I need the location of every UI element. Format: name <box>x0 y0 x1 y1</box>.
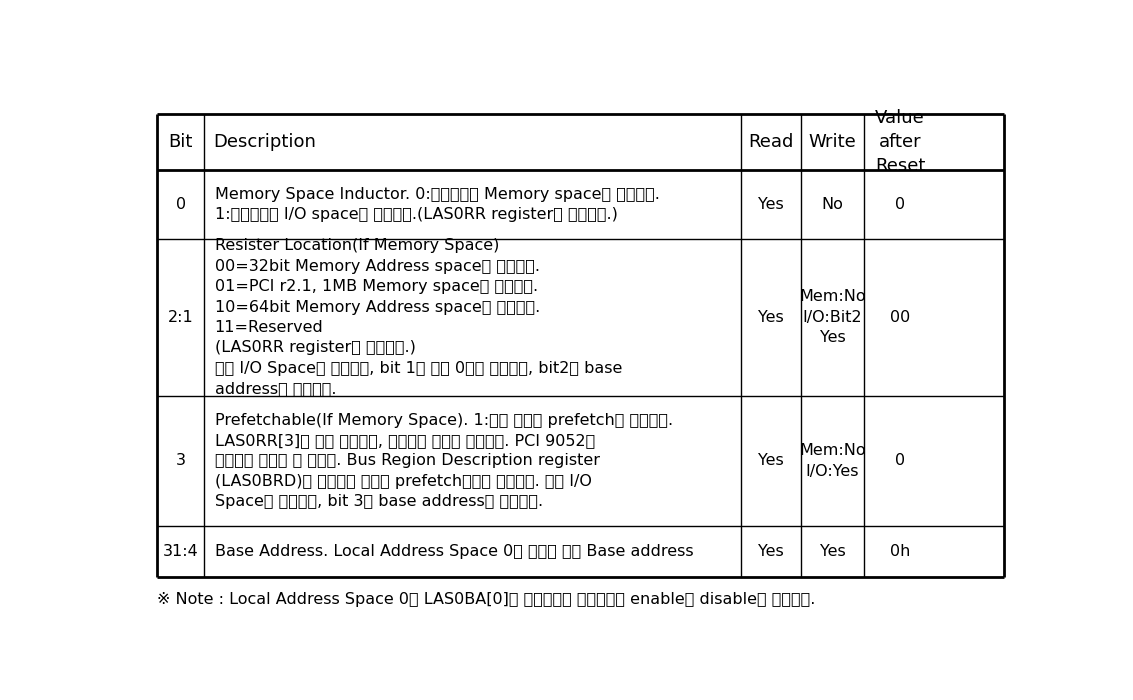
Text: Bit: Bit <box>169 133 193 151</box>
Text: Yes: Yes <box>758 454 784 468</box>
Text: Mem:No
I/O:Bit2
Yes: Mem:No I/O:Bit2 Yes <box>799 289 866 345</box>
Text: 0: 0 <box>895 454 905 468</box>
Text: Value
after
Reset: Value after Reset <box>875 108 926 175</box>
Text: Mem:No
I/O:Yes: Mem:No I/O:Yes <box>799 443 866 479</box>
Text: 3: 3 <box>176 454 186 468</box>
Text: 0h: 0h <box>891 544 911 559</box>
Text: Resister Location(If Memory Space)
00=32bit Memory Address space를 할당한다.
01=PCI r: Resister Location(If Memory Space) 00=32… <box>214 239 622 396</box>
Text: Yes: Yes <box>758 544 784 559</box>
Text: ※ Note : Local Address Space 0은 LAS0BA[0]을 세팅하거나 클리어하며 enable과 disable을 결정한다.: ※ Note : Local Address Space 0은 LAS0BA[0… <box>157 592 816 608</box>
Text: Base Address. Local Address Space 0에 접근을 위한 Base address: Base Address. Local Address Space 0에 접근을… <box>214 544 693 559</box>
Text: Prefetchable(If Memory Space). 1:읽기 동안에 prefetch를 지원한다.
LAS0RR[3]의 값을 반영하고, 시스템의: Prefetchable(If Memory Space). 1:읽기 동안에 … <box>214 412 673 509</box>
Text: No: No <box>821 197 843 212</box>
Text: 31:4: 31:4 <box>163 544 198 559</box>
Text: Description: Description <box>213 133 316 151</box>
Text: 2:1: 2:1 <box>168 310 194 325</box>
Text: Yes: Yes <box>819 544 845 559</box>
Text: 0: 0 <box>895 197 905 212</box>
Text: 00: 00 <box>891 310 910 325</box>
Text: Write: Write <box>809 133 857 151</box>
Text: 0: 0 <box>176 197 186 212</box>
Text: Read: Read <box>749 133 794 151</box>
Text: Memory Space Inductor. 0:레지스터에 Memory space를 매핑한다.
1:레지스터에 I/O space를 매핑한다.(LAS0: Memory Space Inductor. 0:레지스터에 Memory sp… <box>214 187 659 222</box>
Text: Yes: Yes <box>758 197 784 212</box>
Text: Yes: Yes <box>758 310 784 325</box>
